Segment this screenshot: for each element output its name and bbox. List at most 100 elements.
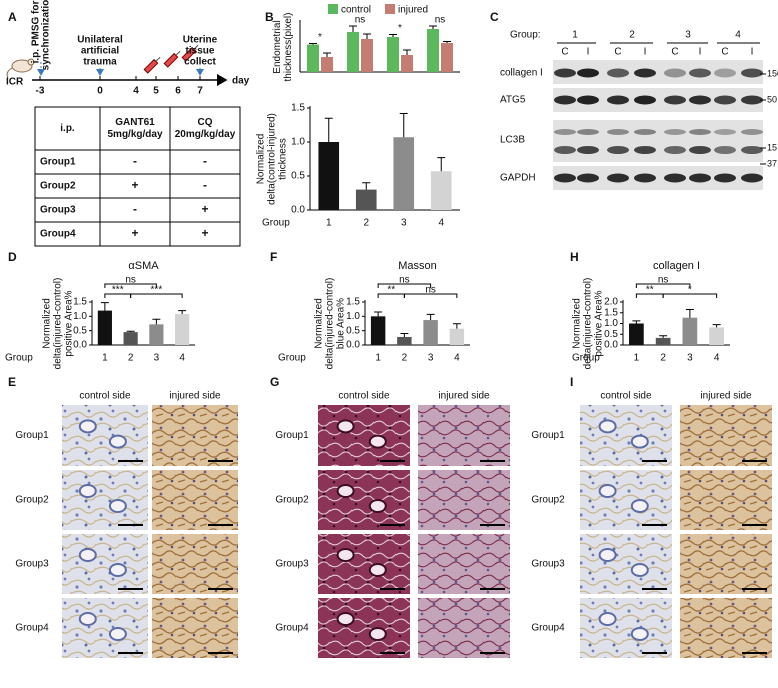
micrograph — [580, 470, 672, 530]
y-axis-label: delta(injured-control) — [53, 278, 64, 370]
table-cell: Group3 — [40, 205, 76, 216]
x-tick-label: 4 — [179, 353, 185, 364]
gland — [336, 612, 355, 626]
micrograph — [62, 598, 148, 658]
blot-band — [554, 173, 576, 183]
blot-band — [714, 146, 736, 154]
blot-band — [554, 68, 576, 78]
event-label: Uterine — [183, 35, 218, 46]
bar — [449, 328, 465, 345]
day-label: -3 — [36, 86, 45, 97]
row-label: Group1 — [531, 430, 565, 441]
chart-title: collagen I — [653, 260, 700, 272]
error-bar — [100, 302, 109, 311]
micrograph — [152, 405, 238, 466]
lane-label: I — [644, 47, 647, 58]
table-cell: - — [203, 178, 207, 192]
table-cell: + — [131, 178, 138, 192]
x-tick-label: 1 — [102, 353, 108, 364]
y-tick-label: 1.5 — [73, 297, 87, 308]
blot-band — [607, 95, 629, 105]
gland — [598, 612, 617, 626]
bar — [397, 336, 412, 345]
y-tick-label: 1.5 — [346, 297, 360, 308]
annotation: * — [398, 23, 402, 34]
blot-band — [664, 173, 686, 183]
gland — [108, 627, 127, 641]
micrograph — [418, 470, 510, 530]
error-bar — [443, 41, 451, 43]
annotation: * — [688, 285, 692, 296]
y-tick-label: 1.0 — [604, 318, 618, 329]
gland — [78, 548, 97, 562]
row-label: Group3 — [15, 559, 49, 570]
blot-band — [741, 129, 763, 135]
panel-label: D — [8, 250, 17, 264]
gland — [630, 627, 649, 641]
table-header: GANT61 — [115, 117, 155, 128]
event-label: synchronization — [41, 0, 52, 70]
bracket — [104, 283, 157, 288]
gland — [336, 419, 355, 434]
table-cell: Group2 — [40, 181, 76, 192]
chart-title: αSMA — [128, 260, 159, 272]
y-tick-label: 0.0 — [604, 340, 618, 351]
annotation: * — [318, 32, 322, 43]
blot-band — [664, 146, 686, 154]
y-axis-label: Normalized — [572, 298, 583, 349]
gland — [78, 484, 97, 498]
x-axis-label: Group — [5, 353, 33, 364]
micrograph — [680, 405, 772, 466]
day-label: 6 — [175, 86, 181, 97]
bar — [149, 324, 164, 345]
lane-label: C — [721, 47, 728, 58]
row-label: Group4 — [15, 623, 49, 634]
lane-label: C — [614, 47, 621, 58]
blot-band — [634, 95, 656, 105]
table-header: i.p. — [60, 123, 75, 134]
bar — [307, 44, 319, 72]
day-label: 5 — [153, 86, 159, 97]
blot-band — [577, 129, 599, 135]
error-bar — [126, 330, 135, 333]
row-label: Group2 — [275, 495, 309, 506]
bar — [393, 137, 415, 210]
micrograph — [318, 534, 410, 594]
blot-band — [577, 146, 599, 154]
blot-band — [689, 68, 711, 78]
blot-band — [741, 173, 763, 183]
blot-band — [554, 95, 576, 105]
y-tick-label: 0.5 — [346, 325, 360, 336]
column-header: control side — [338, 391, 390, 402]
annotation: ns — [658, 275, 669, 286]
error-bar — [152, 318, 161, 325]
event-label: i.p. PMSG for — [31, 1, 42, 64]
y-axis-label: delta(injured-control) — [325, 278, 336, 370]
blot-band — [577, 68, 599, 78]
row-label: Group1 — [275, 430, 309, 441]
x-tick-label: 1 — [326, 218, 332, 229]
micrograph — [580, 534, 672, 594]
syringes — [143, 44, 199, 74]
legend-swatch — [385, 4, 395, 14]
table-border — [34, 106, 241, 247]
bracket — [130, 293, 183, 298]
bar — [430, 171, 452, 210]
day-label: 7 — [197, 86, 203, 97]
x-tick-label: 4 — [454, 353, 460, 364]
bar — [321, 57, 333, 72]
row-label: Group4 — [531, 623, 565, 634]
y-axis-label: delta(control-injured) — [267, 113, 278, 205]
lane-label: I — [699, 47, 702, 58]
error-bar — [452, 323, 461, 329]
y-axis-label: thickness — [278, 138, 289, 180]
gland — [108, 563, 127, 577]
x-tick-label: 2 — [363, 218, 369, 229]
blot-band — [634, 146, 656, 154]
panel-label: B — [265, 10, 274, 24]
y-tick-label: 1.0 — [291, 137, 305, 148]
table-header: 20mg/kg/day — [175, 129, 236, 140]
x-tick-label: 2 — [660, 353, 666, 364]
x-axis-label: Group — [262, 218, 290, 229]
panel-label: I — [570, 375, 573, 389]
